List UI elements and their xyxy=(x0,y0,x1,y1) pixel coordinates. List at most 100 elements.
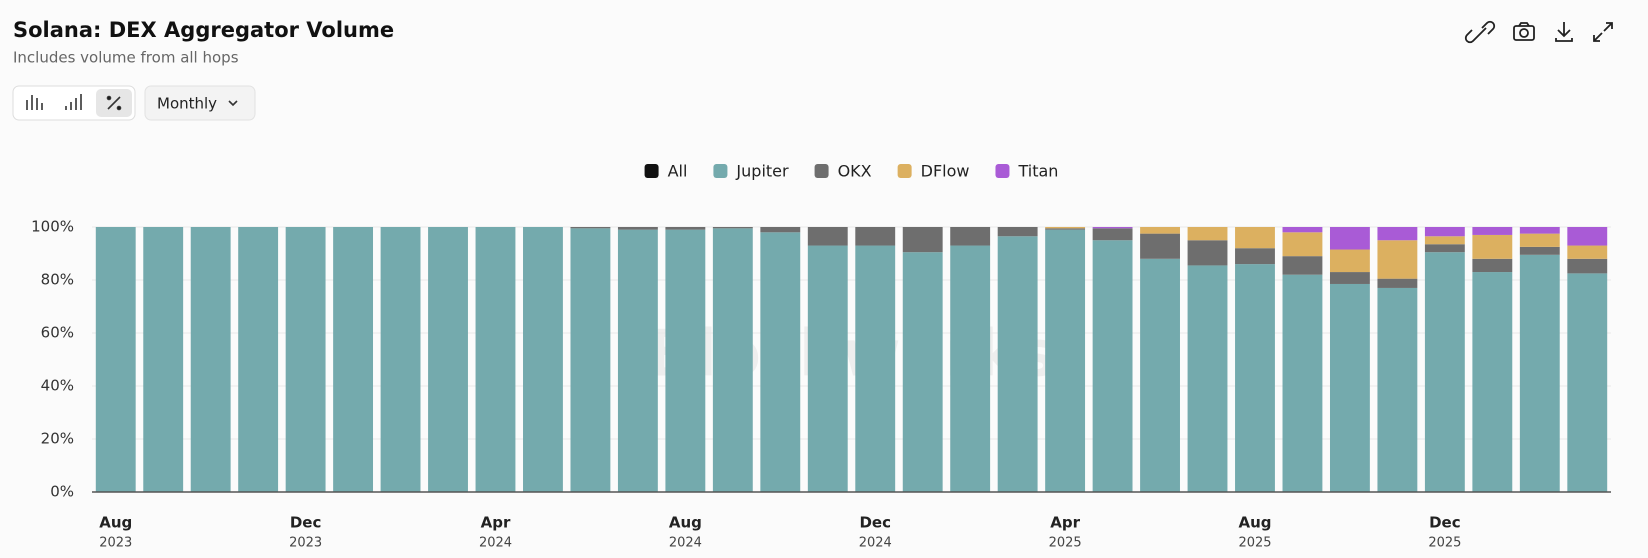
bar-segment xyxy=(1329,249,1370,273)
bar-segment xyxy=(1424,244,1465,253)
dropdown-box[interactable] xyxy=(144,85,256,121)
bar-segment xyxy=(1282,274,1323,492)
x-tick-year: 2024 xyxy=(479,536,512,551)
x-tick-year: 2024 xyxy=(859,536,892,551)
bar-segment xyxy=(380,227,421,492)
bar-segment xyxy=(190,227,231,492)
x-tick-year: 2025 xyxy=(1428,536,1461,551)
bar-segment xyxy=(1045,229,1086,492)
bar-segment xyxy=(807,245,848,492)
bar-segment xyxy=(1045,227,1086,229)
x-tick-label: Dec xyxy=(290,514,322,532)
y-tick-label: 20% xyxy=(41,430,74,448)
bar-segment xyxy=(428,227,468,492)
bar-segment xyxy=(807,227,848,246)
bar-segment xyxy=(902,252,943,492)
x-tick-label: Dec xyxy=(1429,514,1461,532)
top-icons xyxy=(1464,20,1613,44)
bar-segment xyxy=(1472,258,1513,273)
legend-swatch xyxy=(995,164,1010,178)
watermark: Blockworks xyxy=(646,318,1057,392)
bar-segment xyxy=(1567,245,1608,259)
legend-item[interactable]: Titan xyxy=(995,162,1058,181)
bar-segment xyxy=(1519,254,1560,492)
bar-segment xyxy=(760,227,801,233)
bar-segment xyxy=(760,232,801,493)
bar-segment xyxy=(1235,227,1275,249)
bar-segment xyxy=(570,228,611,492)
x-tick-label: Apr xyxy=(1050,514,1080,532)
legend-item[interactable]: Jupiter xyxy=(713,162,789,181)
bar-segment xyxy=(523,227,563,492)
x-tick-label: Aug xyxy=(1238,514,1271,532)
bar-segment xyxy=(1282,256,1323,275)
bar-segment xyxy=(1377,287,1418,492)
bar-segment xyxy=(1519,227,1560,234)
x-tick-label: Dec xyxy=(859,514,891,532)
link-icon[interactable] xyxy=(1464,20,1496,44)
bar-segment xyxy=(285,227,326,492)
legend-label: DFlow xyxy=(921,162,970,181)
legend-swatch xyxy=(713,164,728,178)
bar-segment xyxy=(1519,233,1560,247)
percent-icon xyxy=(106,95,122,111)
x-tick-label: Aug xyxy=(669,514,702,532)
bar-segment xyxy=(712,228,753,492)
chart-subtitle: Includes volume from all hops xyxy=(13,49,239,67)
bar-segment xyxy=(1235,248,1275,265)
bar-segment xyxy=(1187,240,1228,266)
bar-segment xyxy=(1567,227,1608,246)
x-tick-year: 2023 xyxy=(289,536,322,551)
bar-segment xyxy=(855,227,896,246)
legend-swatch xyxy=(814,164,829,178)
bar-segment xyxy=(1329,272,1370,284)
interval-dropdown[interactable]: Monthly xyxy=(144,85,256,121)
legend-swatch xyxy=(644,164,659,178)
x-tick-label: Apr xyxy=(481,514,511,532)
legend-item[interactable]: OKX xyxy=(814,162,872,181)
bar-view-button[interactable] xyxy=(26,95,43,110)
legend-label: All xyxy=(668,162,688,181)
bar-segment xyxy=(1472,234,1513,259)
bar-segment xyxy=(1187,265,1228,492)
bar-segment xyxy=(1567,273,1608,492)
bar-segment xyxy=(665,227,706,230)
y-tick-label: 80% xyxy=(41,271,74,289)
x-tick-year: 2024 xyxy=(669,536,702,551)
view-toggle xyxy=(12,85,136,121)
bar-segment xyxy=(950,227,991,246)
bar-segment xyxy=(1140,258,1180,492)
bar-segment xyxy=(1329,227,1370,250)
bar-segment xyxy=(143,227,184,492)
x-tick-year: 2025 xyxy=(1238,536,1271,551)
bar-segment xyxy=(617,229,658,492)
bar-segment xyxy=(1377,278,1418,288)
legend-swatch xyxy=(897,164,912,178)
bar-segment xyxy=(665,229,706,492)
bar-segment xyxy=(1092,227,1133,229)
bar-segment xyxy=(1377,240,1418,279)
legend-item[interactable]: All xyxy=(644,162,688,181)
chart-title: Solana: DEX Aggregator Volume xyxy=(13,18,394,42)
camera-icon[interactable] xyxy=(1513,22,1535,41)
download-icon[interactable] xyxy=(1555,22,1573,42)
bar-segment xyxy=(1424,252,1465,492)
y-tick-label: 0% xyxy=(50,483,74,501)
bar-segment xyxy=(1092,240,1133,492)
dropdown-caret xyxy=(228,100,238,107)
bar-segment xyxy=(333,227,374,492)
bar-view-alt-button[interactable] xyxy=(65,94,82,110)
bar-segment xyxy=(617,227,658,230)
bar-segment xyxy=(1424,236,1465,245)
bar-segment xyxy=(712,227,753,229)
bar-segment xyxy=(475,227,516,492)
bar-segment xyxy=(1472,227,1513,235)
legend-label: Jupiter xyxy=(735,162,789,181)
x-tick-year: 2025 xyxy=(1049,536,1082,551)
bar-segment xyxy=(1472,272,1513,492)
legend-item[interactable]: DFlow xyxy=(897,162,970,181)
y-tick-label: 40% xyxy=(41,377,74,395)
expand-icon[interactable] xyxy=(1593,22,1613,42)
bar-segment xyxy=(1092,228,1133,241)
